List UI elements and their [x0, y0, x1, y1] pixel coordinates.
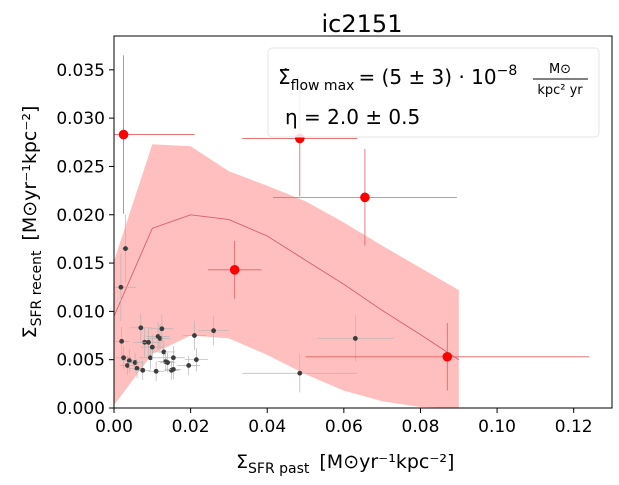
x-axis: 0.00 0.02 0.04 0.06 0.08 0.10 0.12: [95, 408, 593, 437]
black-point-marker: [140, 367, 146, 373]
x-tick-label: 0.10: [478, 417, 516, 437]
black-point-marker: [192, 333, 197, 338]
black-point-marker: [170, 355, 176, 361]
black-point-marker: [297, 370, 303, 376]
red-data-point: [114, 55, 195, 214]
flow-rate-subscript: flow max: [291, 78, 355, 94]
black-point-marker: [118, 284, 124, 290]
black-point-marker: [165, 360, 171, 365]
red-point-marker: [229, 265, 240, 275]
black-data-point: [129, 313, 153, 343]
y-axis-label-unit: [M⊙yr⁻¹kpc⁻²]: [19, 106, 41, 241]
black-data-point: [165, 359, 182, 380]
x-axis-label: ΣSFR past [M⊙yr⁻¹kpc⁻²]: [236, 451, 454, 477]
x-axis-label-main: Σ: [236, 451, 248, 473]
black-point-marker: [121, 355, 126, 361]
red-data-point: [207, 240, 262, 299]
black-point-marker: [161, 349, 167, 355]
black-point-marker: [170, 366, 176, 372]
y-tick-label: 0.035: [56, 61, 105, 81]
black-data-point: [114, 326, 130, 356]
black-point-marker: [186, 363, 192, 368]
black-data-point: [242, 353, 358, 393]
black-point-marker: [157, 336, 163, 341]
red-data-point: [272, 149, 457, 246]
x-axis-label-sub: SFR past: [248, 461, 310, 477]
black-data-point: [114, 253, 137, 322]
red-point-marker: [442, 351, 453, 362]
x-axis-label-unit: [M⊙yr⁻¹kpc⁻²]: [319, 451, 454, 473]
black-data-point: [138, 346, 162, 370]
y-tick-label: 0.010: [56, 302, 105, 322]
model-median-line: [114, 214, 460, 361]
annotation-box: Σ̇flow max = (5 ± 3) · 10−8 M⊙ kpc² yr η …: [267, 47, 600, 138]
black-point-marker: [126, 358, 132, 364]
black-point-marker: [352, 336, 358, 341]
model-uncertainty-band: [114, 144, 459, 408]
chart-title: ic2151: [322, 10, 403, 38]
y-axis-label: ΣSFR recent [M⊙yr⁻¹kpc⁻²]: [19, 106, 45, 339]
flow-unit-denominator: kpc² yr: [537, 83, 583, 98]
black-data-point: [148, 361, 164, 381]
flow-rate-equation: Σ̇flow max = (5 ± 3) · 10−8: [278, 63, 517, 94]
black-point-marker: [125, 363, 130, 368]
x-tick-label: 0.06: [325, 417, 363, 437]
x-tick-label: 0.02: [172, 417, 210, 437]
black-data-point: [148, 323, 172, 353]
x-tick-label: 0.00: [95, 417, 133, 437]
black-point-marker: [159, 326, 165, 332]
flow-unit-numerator: M⊙: [549, 62, 571, 77]
red-data-point: [305, 322, 590, 391]
y-axis: 0.000 0.005 0.010 0.015 0.020 0.025 0.030 0.035: [56, 61, 114, 419]
black-point-marker: [138, 325, 144, 331]
flow-rate-symbol: Σ̇: [278, 65, 291, 89]
x-tick-label: 0.04: [248, 417, 286, 437]
x-tick-label: 0.08: [402, 417, 440, 437]
black-point-marker: [119, 338, 125, 344]
black-data-point: [119, 355, 136, 376]
annotation-frame: [267, 47, 600, 138]
y-tick-label: 0.000: [56, 399, 105, 419]
black-point-marker: [153, 368, 159, 374]
plot-frame: [113, 35, 613, 409]
black-data-point: [184, 348, 208, 372]
black-point-marker: [123, 246, 128, 251]
x-tick-label: 0.12: [555, 417, 593, 437]
black-point-marker: [193, 357, 199, 363]
y-tick-label: 0.025: [56, 157, 105, 177]
y-axis-label-sub: SFR recent: [29, 250, 45, 326]
y-tick-label: 0.005: [56, 351, 105, 371]
black-point-marker: [134, 365, 140, 371]
flow-rate-exponent: −8: [497, 63, 518, 79]
y-tick-label: 0.020: [56, 206, 105, 226]
y-axis-label-main: Σ: [19, 326, 41, 338]
black-data-point: [135, 360, 151, 380]
red-point-marker: [360, 192, 370, 203]
black-data-point: [152, 340, 176, 364]
black-point-marker: [146, 339, 151, 345]
black-point-marker: [149, 344, 155, 350]
black-data-point: [150, 314, 174, 344]
black-data-point: [198, 316, 229, 346]
flow-rate-value: = (5 ± 3) · 10: [358, 65, 496, 89]
y-tick-label: 0.015: [56, 254, 105, 274]
eta-value: η = 2.0 ± 0.5: [285, 105, 420, 129]
black-point-marker: [132, 360, 138, 365]
black-point-marker: [147, 355, 153, 361]
black-data-point: [317, 315, 394, 362]
black-point-marker: [211, 328, 217, 334]
y-tick-label: 0.030: [56, 109, 105, 129]
black-data-point: [182, 321, 206, 351]
black-data-point: [121, 214, 130, 283]
red-point-marker: [118, 129, 129, 140]
plot-area: [114, 55, 590, 408]
black-data-point: [136, 327, 160, 357]
